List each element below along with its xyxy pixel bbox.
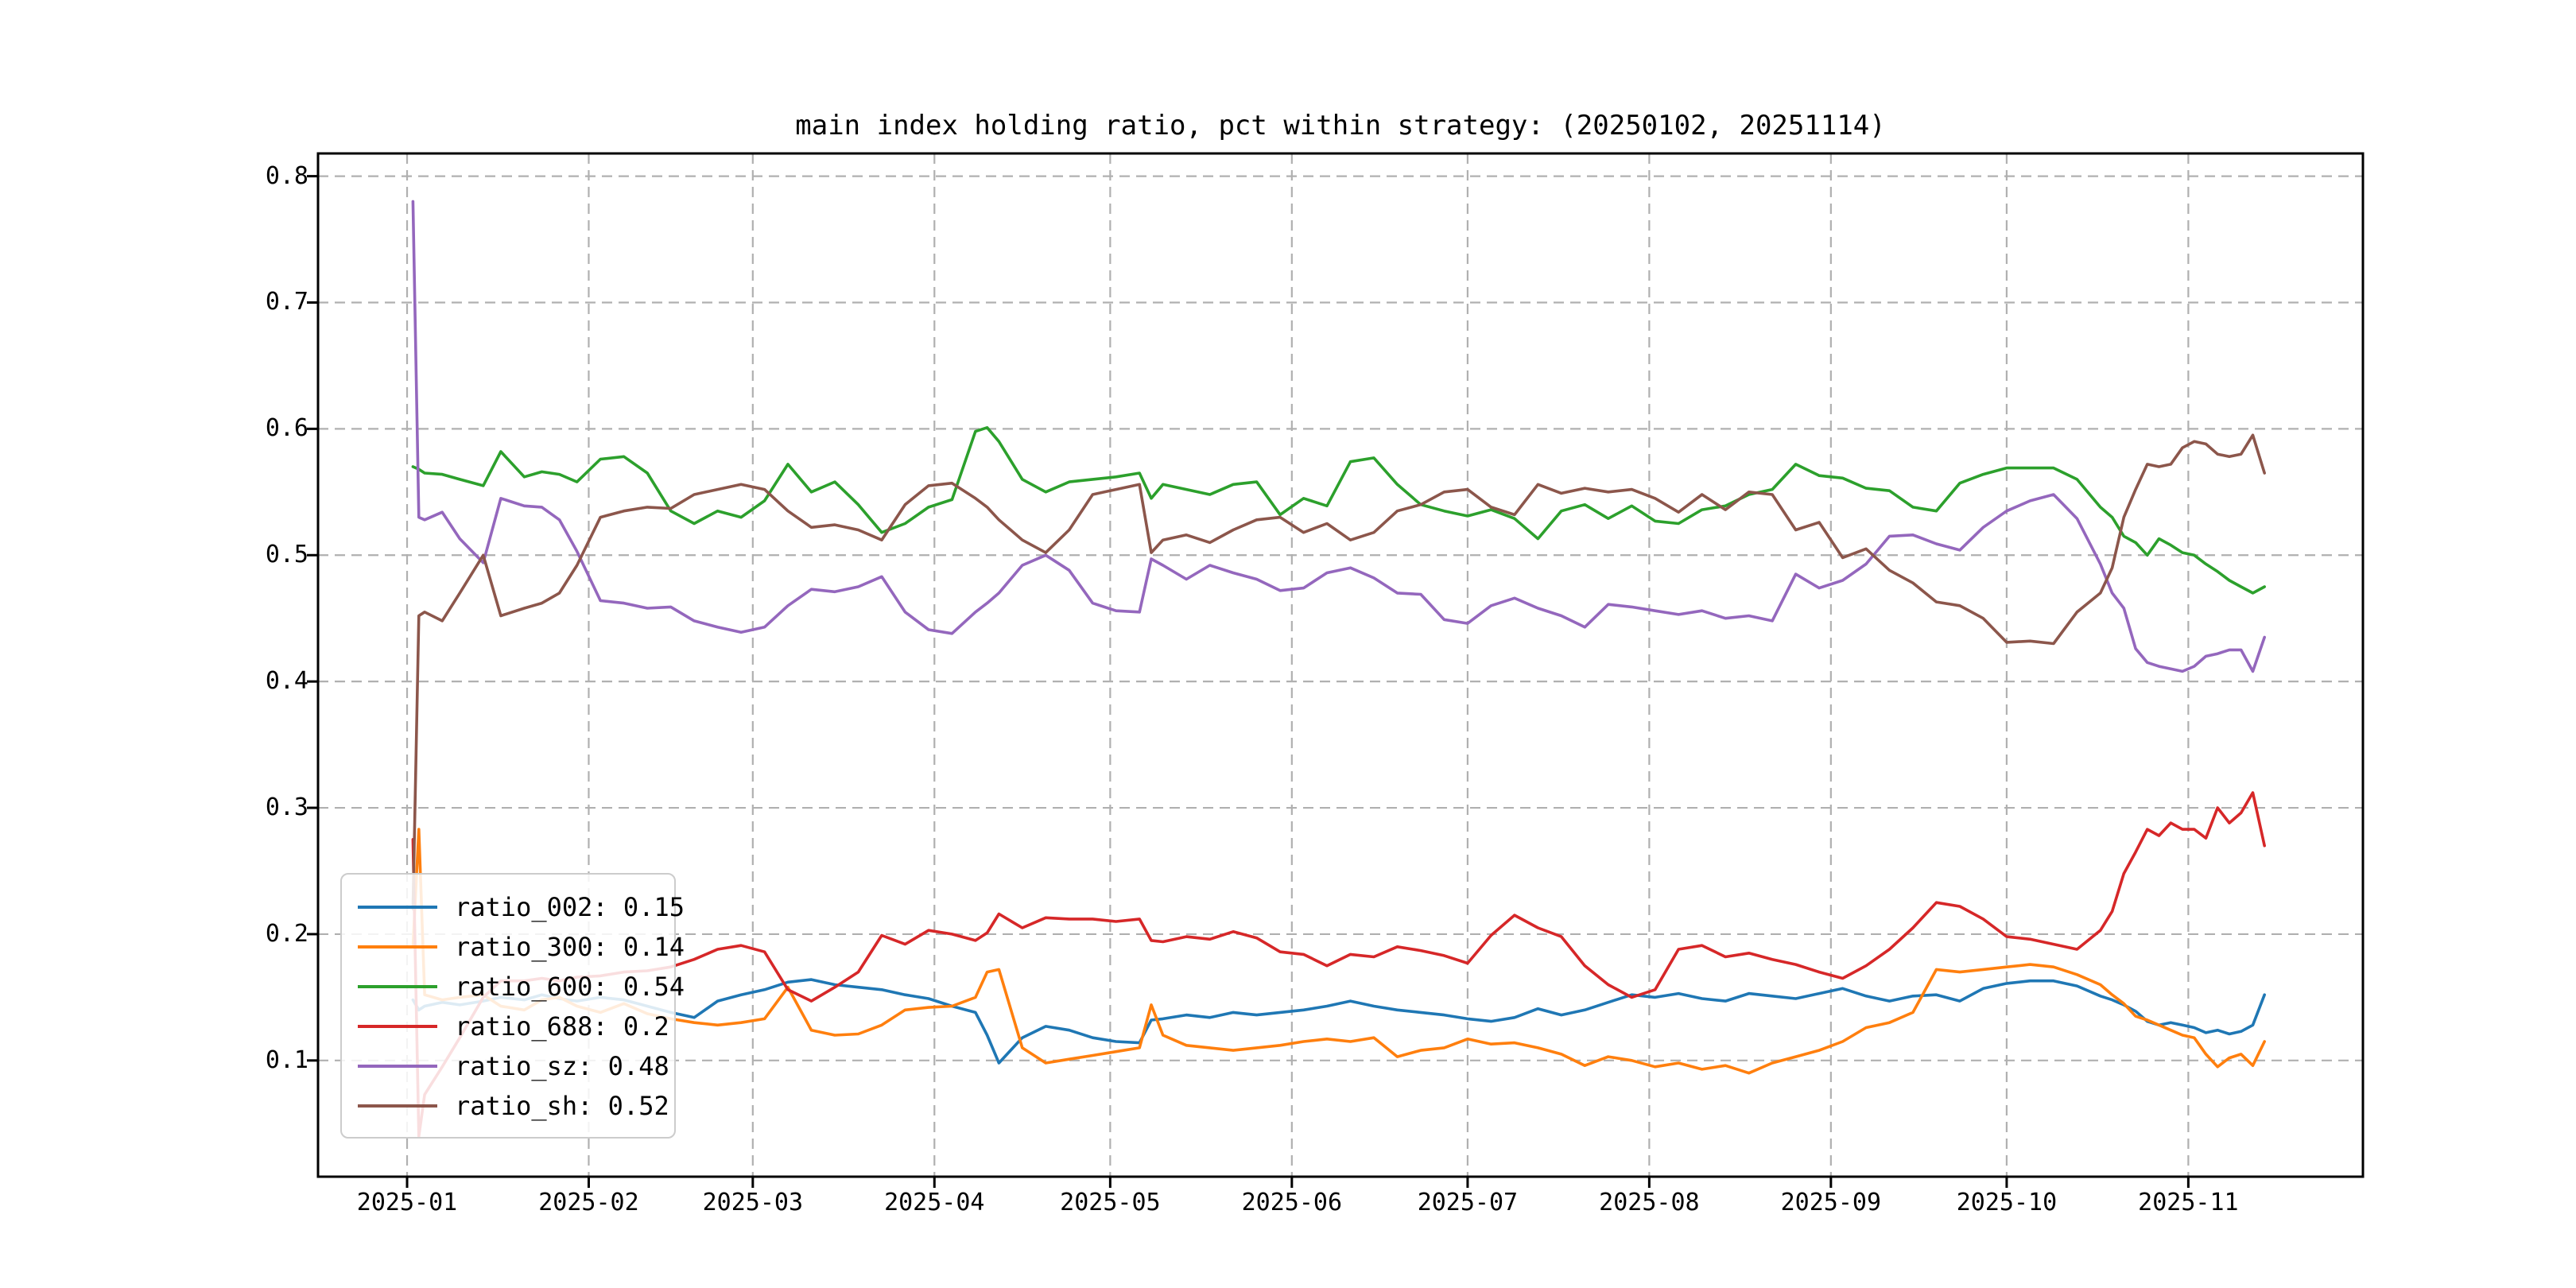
legend-swatch [358,985,437,988]
y-tick-label: 0.5 [265,541,308,569]
legend-label: ratio_002: 0.15 [455,892,685,922]
x-tick-label: 2025-11 [2138,1189,2239,1216]
legend-swatch [358,906,437,909]
legend-item-ratio-600: ratio_600: 0.54 [358,967,685,1007]
y-tick-label: 0.4 [265,667,308,696]
x-tick-label: 2025-04 [884,1189,985,1216]
x-tick-label: 2025-05 [1060,1189,1161,1216]
legend-label: ratio_sz: 0.48 [455,1051,669,1081]
y-tick-label: 0.6 [265,414,308,443]
legend-label: ratio_688: 0.2 [455,1011,669,1042]
legend-item-ratio-300: ratio_300: 0.14 [358,927,685,967]
legend-swatch [358,945,437,949]
x-tick-label: 2025-02 [538,1189,639,1216]
x-tick-label: 2025-06 [1241,1189,1343,1216]
x-tick-label: 2025-01 [356,1189,458,1216]
legend-item-ratio-sh: ratio_sh: 0.52 [358,1086,669,1126]
chart-title: main index holding ratio, pct within str… [795,110,1886,142]
x-tick-label: 2025-08 [1599,1189,1700,1216]
legend-item-ratio-002: ratio_002: 0.15 [358,887,685,927]
y-tick-label: 0.7 [265,288,308,316]
legend-label: ratio_300: 0.14 [455,932,685,962]
legend-swatch [358,1104,437,1108]
legend-label: ratio_sh: 0.52 [455,1091,669,1121]
legend-item-ratio-688: ratio_688: 0.2 [358,1007,669,1046]
x-tick-label: 2025-10 [1956,1189,2058,1216]
y-tick-label: 0.2 [265,919,308,948]
legend-box: ratio_002: 0.15 ratio_300: 0.14 ratio_60… [340,873,685,1139]
x-tick-label: 2025-03 [702,1189,804,1216]
legend-swatch [358,1065,437,1068]
y-tick-label: 0.8 [265,161,308,190]
x-tick-label: 2025-09 [1780,1189,1882,1216]
legend-item-ratio-sz: ratio_sz: 0.48 [358,1046,669,1086]
legend-label: ratio_600: 0.54 [455,972,685,1002]
y-tick-label: 0.3 [265,793,308,822]
legend-swatch [358,1025,437,1028]
x-tick-label: 2025-07 [1417,1189,1519,1216]
y-tick-label: 0.1 [265,1046,308,1074]
